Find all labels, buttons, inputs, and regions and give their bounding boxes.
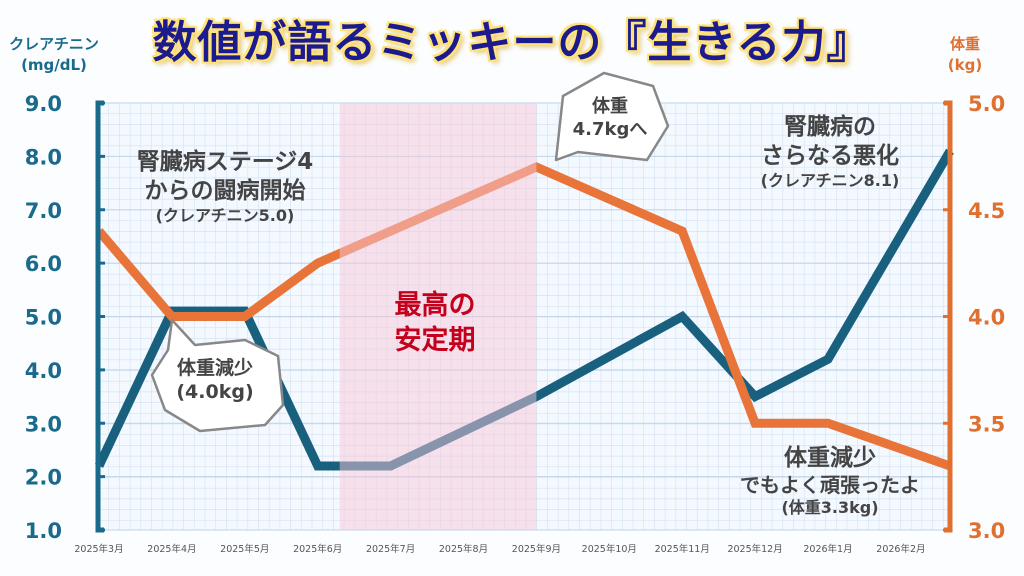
highlight-period-band <box>339 103 537 530</box>
left-axis-tick-label: 9.0 <box>25 92 62 116</box>
annotation-start-line3: (クレアチニン5.0) <box>155 205 295 225</box>
left-axis-title-line2: (mg/dL) <box>21 56 87 74</box>
annotation-weight-loss-2-line2: でもよく頑張ったよ <box>740 472 920 497</box>
annotation-worsening-line3: (クレアチニン8.1) <box>760 170 900 190</box>
x-axis-tick-label: 2025年3月 <box>74 543 123 555</box>
right-axis-tick-label: 4.0 <box>968 306 1005 330</box>
right-axis-title-line1: 体重 <box>949 35 980 53</box>
callout-weight-loss <box>150 318 285 433</box>
right-axis-title-line2: (kg) <box>947 56 983 74</box>
left-axis-title: クレアチニン (mg/dL) <box>6 34 102 76</box>
right-axis-title: 体重 (kg) <box>935 34 995 76</box>
x-axis-tick-label: 2025年7月 <box>366 543 415 555</box>
chart-title: 数値が語るミッキーの『生きる力』 <box>152 17 872 68</box>
x-axis-tick-label: 2025年8月 <box>439 543 488 555</box>
annotation-weight-peak-line1: 体重 <box>592 96 628 117</box>
annotation-start-line1: 腎臓病ステージ4 <box>136 149 314 175</box>
annotation-worsening-line2: さらなる悪化 <box>761 142 899 169</box>
annotation-worsening: 腎臓病の さらなる悪化 (クレアチニン8.1) <box>720 113 940 191</box>
left-axis-tick-label: 3.0 <box>25 412 62 436</box>
annotation-weight-peak-line2: 4.7kgへ <box>572 118 648 140</box>
annotation-weight-loss-2-line1: 体重減少 <box>784 445 876 471</box>
callout-weight-peak <box>554 71 670 162</box>
annotation-stable-line1: 最高の <box>394 290 476 321</box>
x-axis-tick-label: 2026年2月 <box>876 543 925 555</box>
annotation-weight-peak: 体重 4.7kgへ <box>560 96 660 141</box>
annotation-start: 腎臓病ステージ4 からの闘病開始 (クレアチニン5.0) <box>110 148 340 226</box>
annotation-worsening-line1: 腎臓病の <box>784 114 876 140</box>
left-axis-tick-label: 6.0 <box>25 252 62 276</box>
annotation-weight-loss-2: 体重減少 でもよく頑張ったよ (体重3.3kg) <box>710 444 950 518</box>
right-axis-tick-label: 4.5 <box>968 199 1005 223</box>
right-axis-tick-label: 3.0 <box>968 519 1005 543</box>
x-axis-tick-label: 2025年9月 <box>512 543 561 555</box>
x-axis-tick-label: 2026年1月 <box>803 543 852 555</box>
left-axis-tick-label: 5.0 <box>25 306 62 330</box>
left-axis-tick-label: 7.0 <box>25 199 62 223</box>
x-axis-tick-label: 2025年6月 <box>293 543 342 555</box>
x-axis-tick-label: 2025年4月 <box>147 543 196 555</box>
left-axis-title-line1: クレアチニン <box>9 35 99 53</box>
annotation-weight-loss-1: 体重減少 (4.0kg) <box>150 357 280 405</box>
annotation-stable-line2: 安定期 <box>394 325 476 357</box>
annotation-stable-period: 最高の 安定期 <box>360 288 510 358</box>
x-axis-tick-label: 2025年12月 <box>727 543 782 555</box>
x-axis-tick-label: 2025年10月 <box>582 543 637 555</box>
left-axis-tick-label: 8.0 <box>25 145 62 169</box>
left-axis-tick-label: 4.0 <box>25 359 62 383</box>
right-axis-tick-label: 5.0 <box>968 92 1005 116</box>
annotation-weight-loss-1-line2: (4.0kg) <box>176 380 254 403</box>
annotation-weight-loss-2-line3: (体重3.3kg) <box>781 497 879 517</box>
left-axis-tick-label: 2.0 <box>25 466 62 490</box>
x-axis-tick-label: 2025年5月 <box>220 543 269 555</box>
annotation-weight-loss-1-line1: 体重減少 <box>176 357 253 379</box>
right-axis-tick-label: 3.5 <box>968 412 1005 436</box>
left-axis-tick-label: 1.0 <box>25 519 62 543</box>
x-axis-tick-label: 2025年11月 <box>655 543 710 555</box>
annotation-start-line2: からの闘病開始 <box>144 177 306 204</box>
